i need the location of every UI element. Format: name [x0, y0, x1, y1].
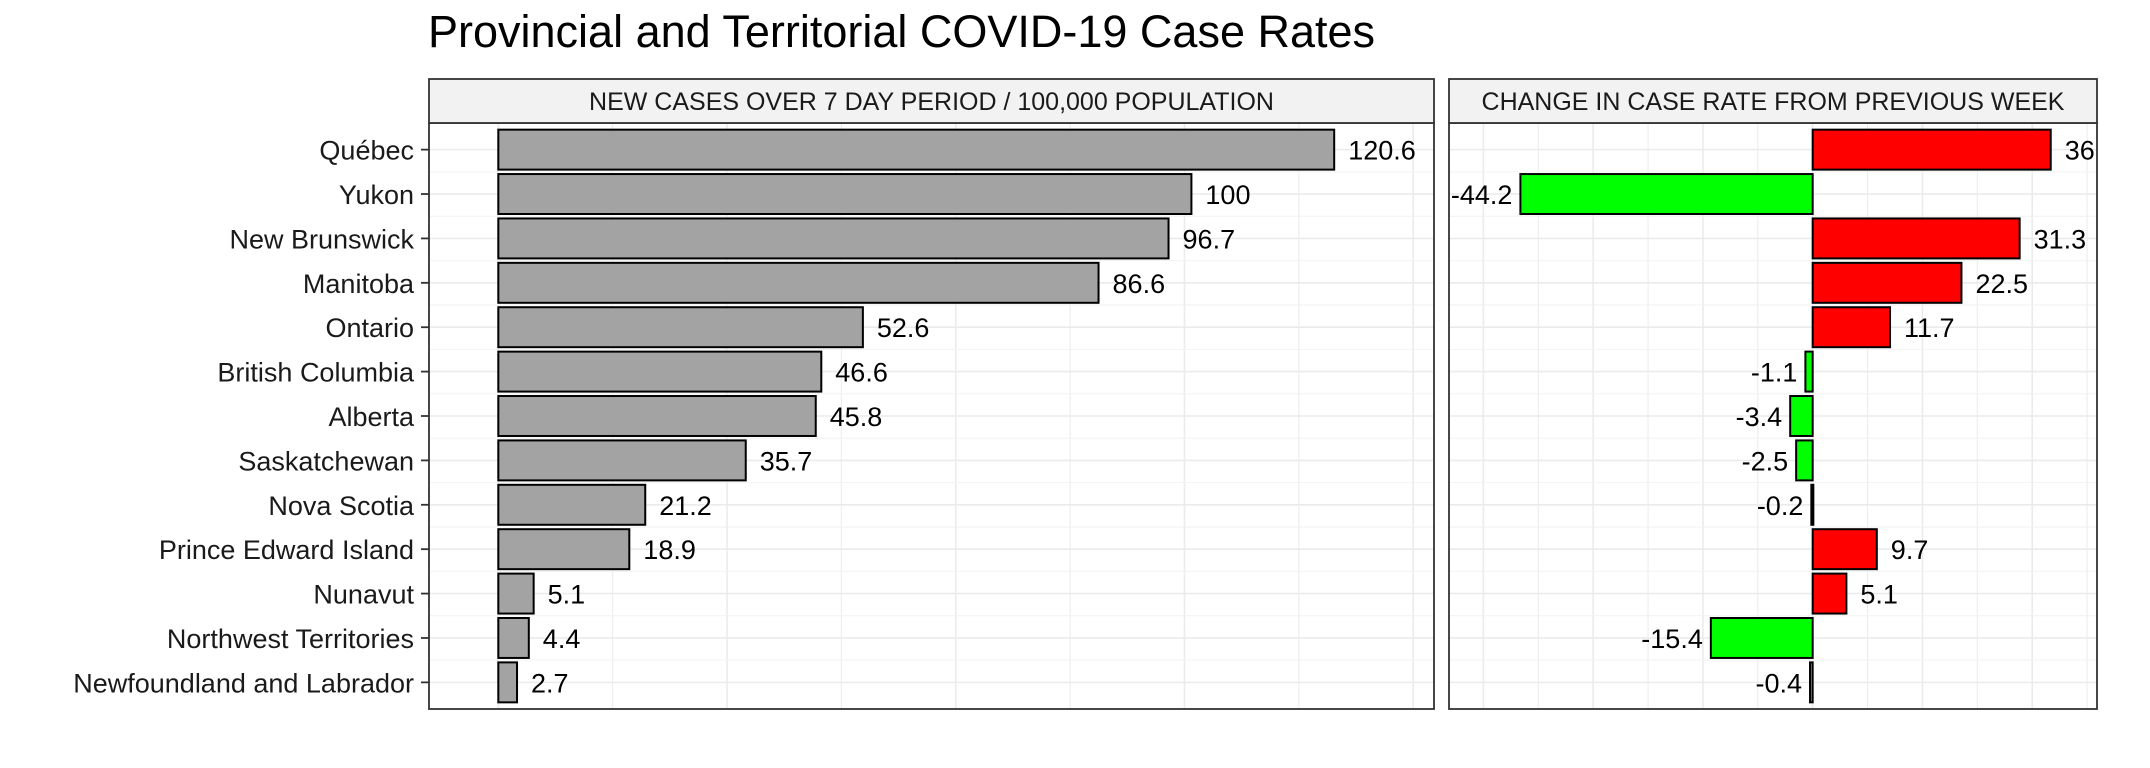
category-label-newfoundland-and-labrador: Newfoundland and Labrador: [73, 668, 414, 698]
category-label-saskatchewan: Saskatchewan: [238, 446, 414, 476]
category-label-ontario: Ontario: [325, 313, 414, 343]
bar-change-new-brunswick: [1811, 217, 2021, 260]
value-label-new-cases-prince-edward-island: 18.9: [643, 535, 696, 565]
category-label-alberta: Alberta: [328, 402, 415, 432]
value-label-new-cases-quebec: 120.6: [1348, 136, 1416, 166]
bar-new-cases-new-brunswick: [497, 217, 1170, 260]
bar-new-cases-alberta: [497, 395, 817, 437]
bar-new-cases-prince-edward-island: [497, 528, 631, 571]
value-label-new-cases-alberta: 45.8: [830, 402, 883, 432]
bar-new-cases-saskatchewan: [497, 439, 747, 482]
value-label-change-yukon: -44.2: [1451, 180, 1513, 210]
category-label-yukon: Yukon: [339, 180, 414, 210]
value-label-new-cases-northwest-territories: 4.4: [543, 624, 581, 654]
bar-change-alberta: [1789, 395, 1814, 437]
category-label-prince-edward-island: Prince Edward Island: [159, 535, 414, 565]
category-label-northwest-territories: Northwest Territories: [167, 624, 414, 654]
chart-title: Provincial and Territorial COVID-19 Case…: [428, 6, 1376, 57]
category-label-manitoba: Manitoba: [303, 269, 415, 299]
value-label-new-cases-ontario: 52.6: [877, 313, 930, 343]
bar-change-ontario: [1811, 306, 1892, 349]
value-label-change-prince-edward-island: 9.7: [1891, 535, 1929, 565]
panel-new-cases: 120.6 100 96.7 86.6 52.6 46.6 45.8 35.7 21.2 18.9…: [428, 78, 1435, 710]
strip-label-new-cases: NEW CASES OVER 7 DAY PERIOD / 100,000 PO…: [589, 88, 1274, 116]
bar-change-nova-scotia: [1810, 483, 1815, 526]
category-label-nova-scotia: Nova Scotia: [268, 491, 415, 521]
bar-new-cases-yukon: [497, 173, 1193, 216]
strip-label-change: CHANGE IN CASE RATE FROM PREVIOUS WEEK: [1482, 88, 2065, 116]
bar-new-cases-northwest-territories: [497, 616, 530, 659]
bar-new-cases-newfoundland-and-labrador: [497, 661, 519, 704]
value-label-change-new-brunswick: 31.3: [2034, 224, 2087, 254]
value-label-change-alberta: -3.4: [1736, 402, 1783, 432]
bar-new-cases-manitoba: [497, 261, 1100, 304]
value-label-new-cases-new-brunswick: 96.7: [1183, 224, 1236, 254]
bar-change-yukon: [1519, 173, 1814, 216]
bar-new-cases-ontario: [497, 306, 864, 349]
value-label-change-nunavut: 5.1: [1860, 580, 1898, 610]
value-label-new-cases-manitoba: 86.6: [1113, 269, 1166, 299]
value-label-change-nova-scotia: -0.2: [1757, 491, 1804, 521]
value-label-new-cases-newfoundland-and-labrador: 2.7: [531, 668, 569, 698]
bar-new-cases-quebec: [497, 128, 1336, 171]
bar-change-british-columbia: [1804, 350, 1814, 393]
panel-change: 36 -44.2 31.322.5 11.7 -1.1 -3.4 -2.5 -0.2 9.7 5.…: [1448, 78, 2098, 710]
bar-new-cases-nova-scotia: [497, 483, 647, 526]
bar-new-cases-british-columbia: [497, 350, 823, 393]
value-label-new-cases-yukon: 100: [1205, 180, 1250, 210]
category-label-new-brunswick: New Brunswick: [229, 224, 414, 254]
category-label-british-columbia: British Columbia: [217, 358, 415, 388]
bar-new-cases-nunavut: [497, 572, 535, 615]
bar-change-prince-edward-island: [1811, 528, 1878, 571]
bar-change-quebec: [1811, 128, 2052, 171]
bar-change-newfoundland-and-labrador: [1809, 661, 1814, 704]
value-label-change-newfoundland-and-labrador: -0.4: [1755, 668, 1802, 698]
strip-change: [1448, 78, 2098, 124]
bar-change-manitoba: [1811, 261, 1963, 304]
value-label-new-cases-nunavut: 5.1: [548, 580, 586, 610]
bar-change-northwest-territories: [1709, 616, 1814, 659]
category-label-nunavut: Nunavut: [313, 580, 414, 610]
value-label-change-ontario: 11.7: [1904, 313, 1955, 343]
value-label-change-northwest-territories: -15.4: [1641, 624, 1703, 654]
bar-change-nunavut: [1811, 572, 1848, 615]
bar-change-saskatchewan: [1795, 439, 1814, 482]
value-label-change-saskatchewan: -2.5: [1742, 446, 1789, 476]
value-label-change-manitoba: 22.5: [1975, 269, 2028, 299]
value-label-new-cases-nova-scotia: 21.2: [659, 491, 712, 521]
category-label-quebec: Québec: [319, 136, 414, 166]
value-label-new-cases-saskatchewan: 35.7: [760, 446, 813, 476]
value-label-change-quebec: 36: [2065, 136, 2095, 166]
y-axis: Québec Yukon New Brunswick Manitoba Ontario B…: [73, 136, 429, 698]
value-label-change-british-columbia: -1.1: [1751, 358, 1798, 388]
strip-new-cases: [428, 78, 1435, 124]
value-label-new-cases-british-columbia: 46.6: [835, 358, 888, 388]
